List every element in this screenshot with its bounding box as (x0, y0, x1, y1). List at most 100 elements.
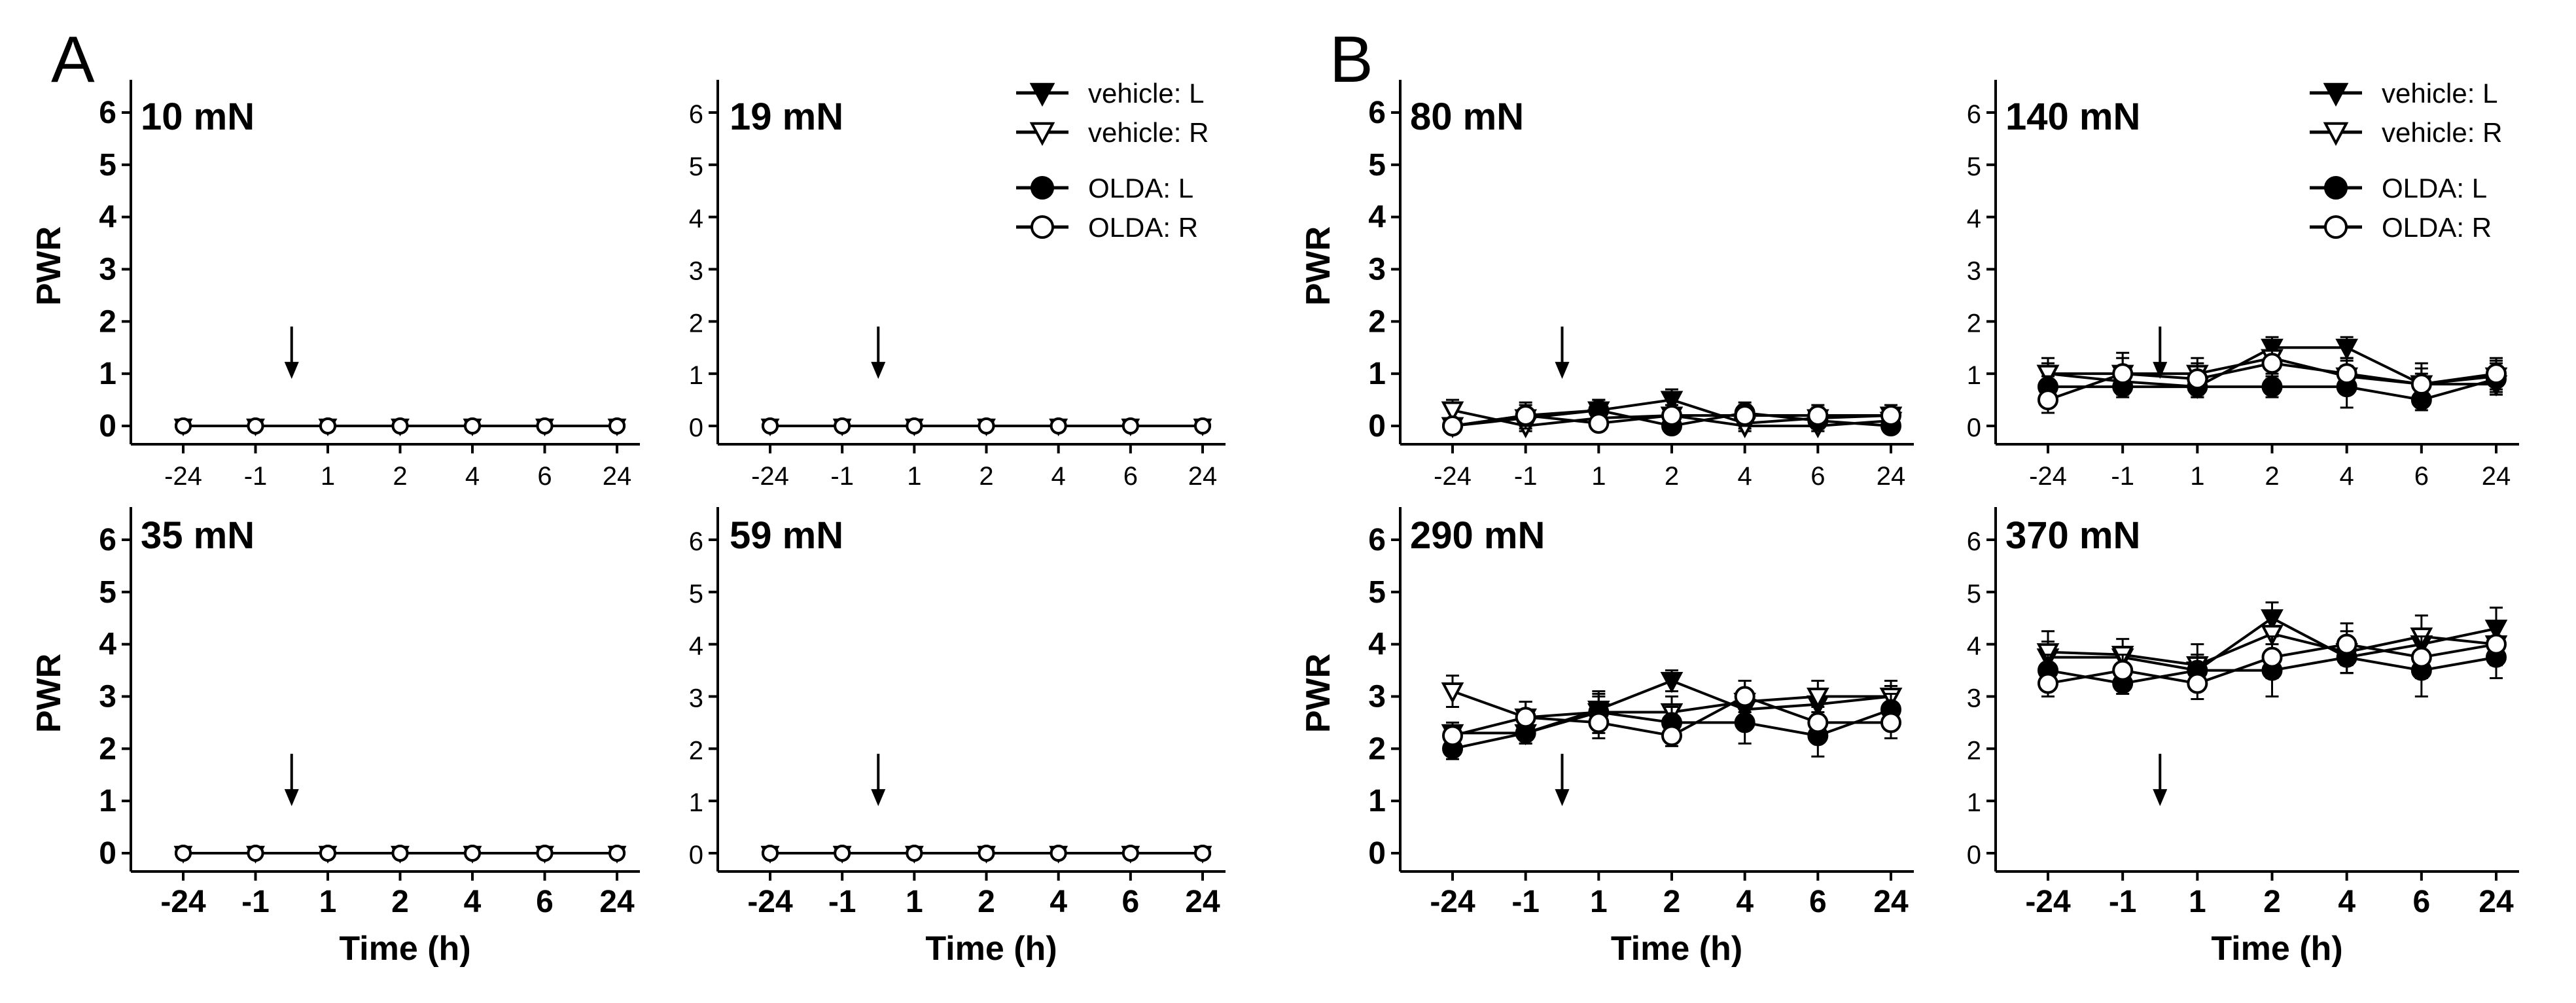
legend-label: vehicle: R (2382, 117, 2502, 148)
chart-title: 290 mN (1410, 514, 1545, 557)
panel-label-a: A (51, 23, 95, 96)
data-point (175, 845, 192, 862)
x-tick-label: 1 (907, 462, 921, 491)
y-tick-label: 4 (99, 627, 116, 662)
data-point (834, 845, 851, 862)
legend-marker (1031, 176, 1054, 200)
legend-marker (1031, 215, 1054, 239)
y-tick-label: 3 (99, 253, 116, 287)
y-tick-label: 1 (1368, 357, 1386, 391)
treatment-arrow-head (284, 362, 299, 379)
series-olda-r (762, 845, 1211, 862)
data-point (2336, 363, 2357, 385)
x-tick-label: 4 (1050, 885, 1067, 919)
data-point (978, 845, 995, 862)
x-tick-label: 4 (1051, 462, 1066, 491)
chart-title: 10 mN (141, 96, 255, 138)
series-olda-r (1442, 401, 1901, 436)
y-tick-label: 0 (99, 836, 116, 871)
data-point (1807, 712, 1829, 733)
legend: vehicle: L vehicle: R OLDA: L OLDA: R (2310, 78, 2502, 243)
series-olda-r (2038, 346, 2507, 414)
legend-label: OLDA: R (2382, 212, 2492, 243)
series-olda-r (1442, 680, 1901, 747)
series-olda-r (762, 417, 1211, 434)
y-tick-label: 5 (689, 152, 703, 181)
y-tick-label: 2 (1967, 309, 1981, 338)
chart-title: 35 mN (141, 514, 255, 557)
x-tick-label: 6 (1121, 885, 1139, 919)
y-tick-label: 6 (99, 96, 116, 130)
x-tick-label: 6 (537, 462, 552, 491)
treatment-arrow-head (871, 362, 886, 379)
chart-title: 19 mN (730, 96, 843, 138)
data-point (1806, 687, 1829, 709)
data-point (1661, 725, 1682, 747)
y-tick-label: 2 (99, 731, 116, 766)
data-point (2336, 633, 2357, 655)
y-tick-label: 6 (689, 100, 703, 129)
y-tick-label: 2 (1368, 731, 1386, 766)
data-point (1661, 405, 1682, 427)
y-tick-label: 2 (689, 736, 703, 765)
legend-marker (2324, 215, 2348, 239)
data-point (1880, 712, 1901, 733)
x-tick-label: -24 (1434, 462, 1472, 491)
data-point (391, 417, 409, 434)
data-point (391, 845, 409, 862)
x-tick-label: 24 (1873, 885, 1909, 919)
data-point (2486, 363, 2507, 385)
data-point (247, 845, 264, 862)
data-point (978, 417, 995, 434)
y-tick-label: 4 (1967, 205, 1981, 234)
x-tick-label: -1 (1514, 462, 1538, 491)
x-tick-label: 1 (906, 885, 923, 919)
y-tick-label: 1 (99, 784, 116, 818)
data-point (1121, 417, 1139, 434)
x-tick-label: 24 (1877, 462, 1906, 491)
x-tick-label: -24 (160, 885, 206, 919)
legend-marker (2323, 122, 2349, 146)
data-point (1441, 682, 1464, 704)
data-point (2187, 673, 2208, 694)
y-tick-label: 2 (1967, 736, 1981, 765)
y-tick-label: 6 (99, 523, 116, 557)
x-tick-label: 24 (2482, 462, 2511, 491)
x-tick-label: 4 (1736, 885, 1754, 919)
x-axis-title: Time (h) (339, 930, 470, 968)
y-tick-label: 4 (1368, 200, 1386, 235)
x-axis-title: Time (h) (2211, 930, 2342, 968)
x-tick-label: 6 (1123, 462, 1138, 491)
y-tick-label: 1 (689, 788, 703, 817)
y-tick-label: 3 (1967, 257, 1981, 286)
legend-label: vehicle: L (2382, 78, 2497, 109)
treatment-arrow-head (284, 789, 299, 807)
data-point (2410, 646, 2432, 668)
data-point (1441, 401, 1464, 423)
data-point (2036, 643, 2060, 665)
y-tick-label: 5 (1368, 148, 1386, 183)
data-point (464, 417, 481, 434)
y-tick-label: 1 (1368, 784, 1386, 818)
data-point (1194, 845, 1211, 862)
x-tick-label: 4 (2338, 885, 2355, 919)
series-olda-r (175, 417, 626, 434)
data-point (2038, 673, 2058, 694)
data-point (1050, 417, 1067, 434)
y-tick-label: 4 (689, 205, 703, 234)
x-tick-label: -1 (2109, 885, 2137, 919)
y-axis-title: PWR (1299, 654, 1337, 733)
data-point (2112, 363, 2134, 385)
y-tick-label: 0 (1967, 414, 1981, 442)
data-point (1121, 845, 1139, 862)
data-point (906, 845, 923, 862)
x-tick-label: 1 (2189, 885, 2206, 919)
data-point (2261, 353, 2283, 374)
data-point (762, 417, 779, 434)
